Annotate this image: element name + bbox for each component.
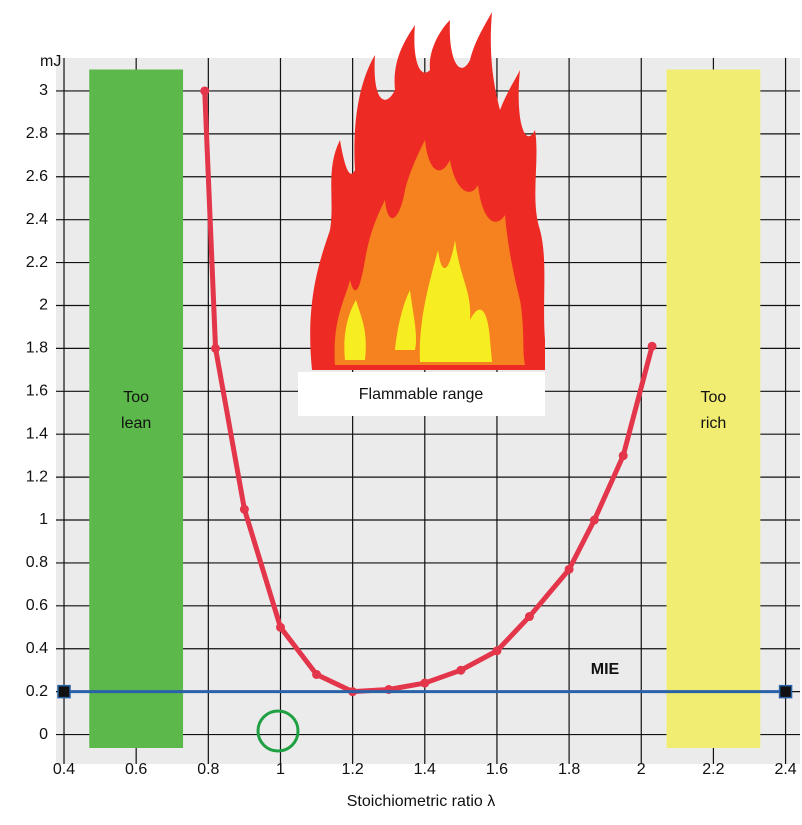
point-marker — [564, 564, 574, 574]
point-marker — [492, 646, 502, 656]
y-tick-label: 0.8 — [26, 554, 48, 571]
x-tick-label: 0.4 — [53, 761, 75, 778]
marks: MIE — [57, 86, 793, 699]
region — [666, 69, 761, 748]
x-tick-label: 0.8 — [197, 761, 219, 778]
point-marker — [275, 622, 285, 632]
y-tick-label: 2.6 — [26, 168, 48, 185]
y-tick-label: 0 — [39, 726, 48, 743]
y-tick-label: 1.4 — [26, 425, 48, 442]
highlight-circle — [256, 709, 300, 753]
point-marker — [456, 665, 466, 675]
region — [89, 69, 184, 748]
x-tick-label: 2.2 — [702, 761, 724, 778]
y-tick-label: 3 — [39, 82, 48, 99]
y-tick-label: 2.8 — [26, 125, 48, 142]
x-tick-label: 1 — [276, 761, 285, 778]
y-tick-label: 1.8 — [26, 340, 48, 357]
region-label: Too — [701, 389, 727, 406]
point-marker — [200, 86, 210, 96]
y-tick-label: 2.4 — [26, 211, 48, 228]
y-tick-label: 1.6 — [26, 383, 48, 400]
y-tick-label: 0.6 — [26, 597, 48, 614]
point-marker — [524, 612, 534, 622]
point-marker — [647, 341, 657, 351]
x-tick-label: 2.4 — [774, 761, 796, 778]
point-marker — [589, 515, 599, 525]
y-tick-label: 2.2 — [26, 254, 48, 271]
point-marker — [239, 504, 249, 514]
x-tick-label: 2 — [637, 761, 646, 778]
point-marker — [57, 684, 71, 699]
x-tick-label: 1.4 — [414, 761, 436, 778]
region-label: rich — [701, 415, 727, 432]
series-label: MIE — [591, 661, 620, 678]
point-marker — [778, 684, 793, 699]
y-tick-label: 0.2 — [26, 683, 48, 700]
x-tick-label: 1.6 — [486, 761, 508, 778]
y-tick-label: 1.2 — [26, 468, 48, 485]
flame-illustration — [310, 12, 545, 370]
point-marker — [211, 343, 221, 353]
region-label: lean — [121, 415, 151, 432]
region-label: Too — [123, 389, 149, 406]
regions: Too lean Too rich — [89, 69, 761, 748]
y-tick-label: 0.4 — [26, 640, 48, 657]
x-tick-label: 0.6 — [125, 761, 147, 778]
x-tick-label: 1.2 — [342, 761, 364, 778]
y-unit: mJ — [40, 53, 61, 70]
x-axis-label: Stoichiometric ratio λ — [347, 793, 496, 810]
point-marker — [420, 678, 430, 688]
annotation: Flammable range — [359, 386, 484, 403]
point-marker — [312, 669, 322, 679]
y-tick-label: 1 — [39, 511, 48, 528]
point-marker — [618, 451, 628, 461]
x-tick-label: 1.8 — [558, 761, 580, 778]
annotation-box — [298, 372, 545, 416]
y-tick-label: 2 — [39, 297, 48, 314]
